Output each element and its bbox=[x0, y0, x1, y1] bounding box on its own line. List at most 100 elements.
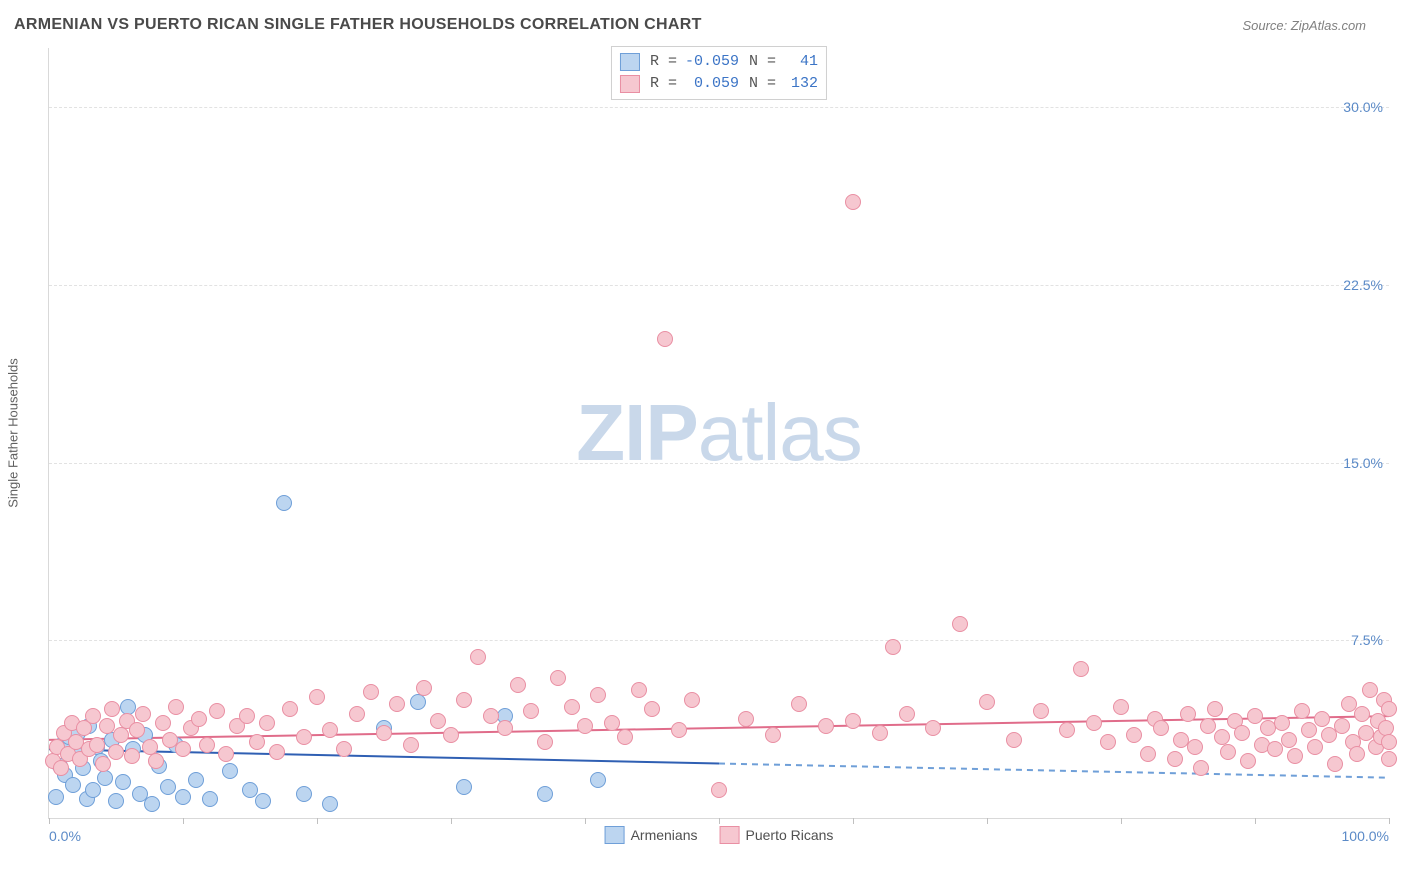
legend-swatch-icon bbox=[719, 826, 739, 844]
data-point bbox=[791, 696, 807, 712]
data-point bbox=[85, 782, 101, 798]
data-point bbox=[95, 756, 111, 772]
data-point bbox=[1187, 739, 1203, 755]
data-point bbox=[872, 725, 888, 741]
data-point bbox=[255, 793, 271, 809]
legend-label: Puerto Ricans bbox=[745, 827, 833, 843]
data-point bbox=[657, 331, 673, 347]
gridline bbox=[49, 107, 1389, 108]
data-point bbox=[550, 670, 566, 686]
data-point bbox=[218, 746, 234, 762]
data-point bbox=[1220, 744, 1236, 760]
y-tick-label: 7.5% bbox=[1351, 632, 1383, 648]
x-max-label: 100.0% bbox=[1342, 828, 1389, 844]
data-point bbox=[537, 734, 553, 750]
data-point bbox=[1274, 715, 1290, 731]
data-point bbox=[577, 718, 593, 734]
data-point bbox=[209, 703, 225, 719]
data-point bbox=[1381, 701, 1397, 717]
data-point bbox=[99, 718, 115, 734]
data-point bbox=[845, 713, 861, 729]
data-point bbox=[108, 744, 124, 760]
data-point bbox=[818, 718, 834, 734]
data-point bbox=[1073, 661, 1089, 677]
data-point bbox=[523, 703, 539, 719]
legend-swatch-icon bbox=[620, 53, 640, 71]
data-point bbox=[979, 694, 995, 710]
x-tick bbox=[1255, 818, 1256, 824]
data-point bbox=[1314, 711, 1330, 727]
data-point bbox=[349, 706, 365, 722]
gridline bbox=[49, 463, 1389, 464]
data-point bbox=[389, 696, 405, 712]
data-point bbox=[202, 791, 218, 807]
data-point bbox=[1287, 748, 1303, 764]
data-point bbox=[336, 741, 352, 757]
data-point bbox=[416, 680, 432, 696]
data-point bbox=[148, 753, 164, 769]
data-point bbox=[175, 741, 191, 757]
data-point bbox=[1113, 699, 1129, 715]
data-point bbox=[222, 763, 238, 779]
data-point bbox=[1381, 734, 1397, 750]
y-tick-label: 15.0% bbox=[1343, 455, 1383, 471]
data-point bbox=[1200, 718, 1216, 734]
data-point bbox=[430, 713, 446, 729]
data-point bbox=[617, 729, 633, 745]
data-point bbox=[282, 701, 298, 717]
chart-title: ARMENIAN VS PUERTO RICAN SINGLE FATHER H… bbox=[14, 16, 702, 34]
correlation-legend-row: R =-0.059N =41 bbox=[620, 51, 818, 73]
data-point bbox=[115, 774, 131, 790]
data-point bbox=[113, 727, 129, 743]
data-point bbox=[899, 706, 915, 722]
data-point bbox=[124, 748, 140, 764]
legend-label: Armenians bbox=[631, 827, 698, 843]
data-point bbox=[845, 194, 861, 210]
data-point bbox=[296, 786, 312, 802]
data-point bbox=[631, 682, 647, 698]
correlation-legend: R =-0.059N =41R =0.059N =132 bbox=[611, 46, 827, 100]
data-point bbox=[510, 677, 526, 693]
data-point bbox=[497, 720, 513, 736]
source-label: Source: ZipAtlas.com bbox=[1242, 18, 1366, 33]
data-point bbox=[470, 649, 486, 665]
legend-item: Puerto Ricans bbox=[719, 826, 833, 844]
data-point bbox=[322, 722, 338, 738]
data-point bbox=[199, 737, 215, 753]
data-point bbox=[1140, 746, 1156, 762]
data-point bbox=[322, 796, 338, 812]
data-point bbox=[590, 772, 606, 788]
data-point bbox=[1381, 751, 1397, 767]
y-tick-label: 22.5% bbox=[1343, 277, 1383, 293]
data-point bbox=[952, 616, 968, 632]
data-point bbox=[644, 701, 660, 717]
x-tick bbox=[987, 818, 988, 824]
data-point bbox=[135, 706, 151, 722]
data-point bbox=[175, 789, 191, 805]
gridline bbox=[49, 640, 1389, 641]
data-point bbox=[129, 722, 145, 738]
data-point bbox=[1033, 703, 1049, 719]
data-point bbox=[276, 495, 292, 511]
data-point bbox=[1059, 722, 1075, 738]
y-axis-label: Single Father Households bbox=[6, 358, 21, 508]
data-point bbox=[242, 782, 258, 798]
data-point bbox=[1100, 734, 1116, 750]
x-min-label: 0.0% bbox=[49, 828, 81, 844]
x-tick bbox=[183, 818, 184, 824]
data-point bbox=[48, 789, 64, 805]
data-point bbox=[65, 777, 81, 793]
data-point bbox=[1234, 725, 1250, 741]
data-point bbox=[239, 708, 255, 724]
data-point bbox=[309, 689, 325, 705]
legend-swatch-icon bbox=[620, 75, 640, 93]
data-point bbox=[765, 727, 781, 743]
data-point bbox=[684, 692, 700, 708]
data-point bbox=[456, 692, 472, 708]
data-point bbox=[259, 715, 275, 731]
correlation-legend-row: R =0.059N =132 bbox=[620, 73, 818, 95]
x-tick bbox=[585, 818, 586, 824]
data-point bbox=[1307, 739, 1323, 755]
data-point bbox=[1358, 725, 1374, 741]
y-tick-label: 30.0% bbox=[1343, 99, 1383, 115]
